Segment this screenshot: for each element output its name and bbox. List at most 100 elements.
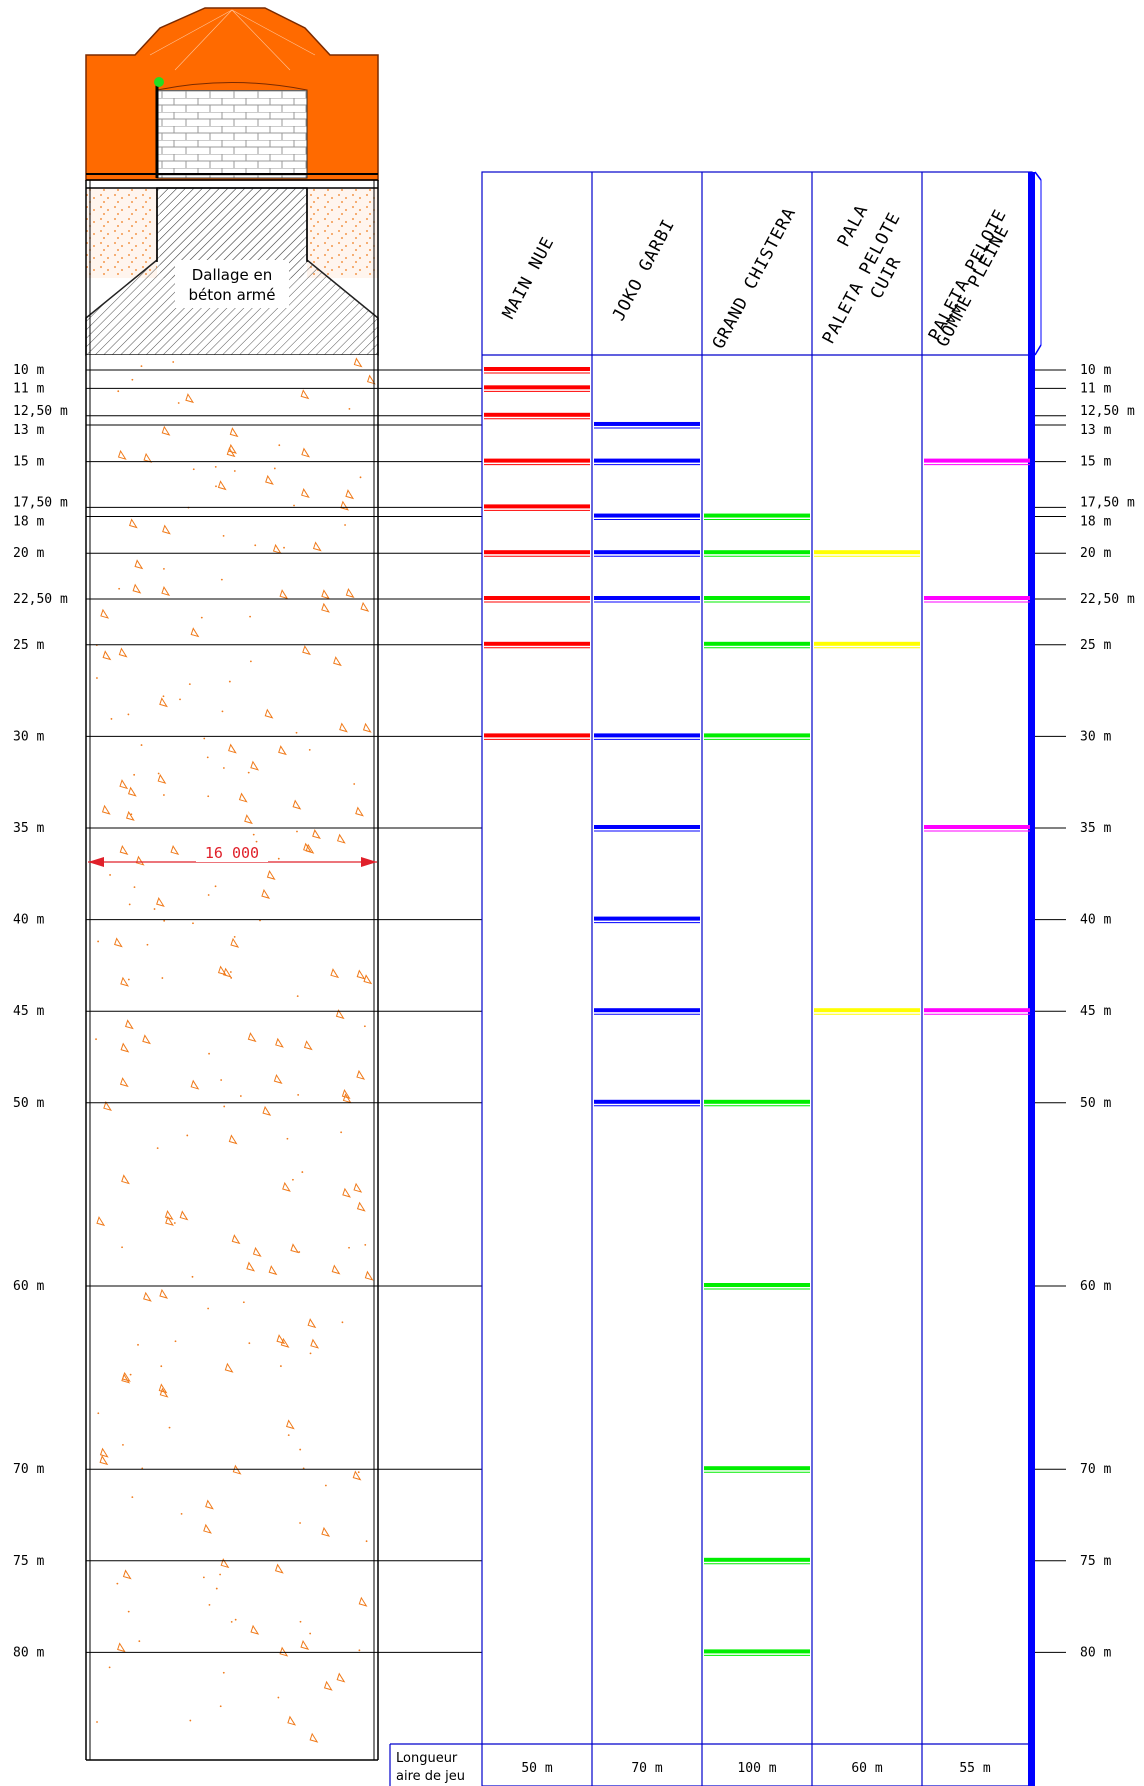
aggregate-dot [160,1365,163,1368]
main-nue-mark [484,385,590,390]
aggregate-mark [250,1624,260,1635]
aggregate-dot [161,977,164,979]
aggregate-dot [131,378,134,381]
aggregate-mark [310,1338,320,1349]
aggregate-dot [128,903,131,906]
distance-label-left: 45 m [13,1004,44,1019]
aggregate-mark [309,1732,319,1743]
aggregate-mark [159,1387,169,1398]
aggregate-dot [146,943,149,946]
aggregate-mark [119,1077,129,1088]
aggregate-dot [174,1340,177,1343]
aggregate-dot [207,1307,210,1310]
aggregate-dot [163,567,165,570]
distance-label-right: 11 m [1080,381,1111,396]
aggregate-mark [358,1596,368,1607]
aggregate-mark [159,1288,169,1299]
aggregate-mark [312,541,322,552]
aggregate-mark [345,489,355,500]
grand-chistera-mark [704,1557,810,1562]
aggregate-dot [249,660,252,663]
aggregate-dot [228,680,231,683]
main-nue-mark [484,641,590,646]
slab-caption-line1: Dallage en [192,266,273,284]
aggregate-mark [341,1088,351,1099]
distance-label-left: 50 m [13,1096,44,1111]
aggregate-mark [321,1526,331,1537]
aggregate-dot [278,444,281,447]
aggregate-dot [157,772,160,775]
distance-label-left: 13 m [13,423,44,438]
aggregate-dot [215,1587,218,1590]
aggregate-dot [222,534,225,537]
distance-label-left: 22,50 m [13,592,68,607]
aggregate-mark [280,1337,290,1348]
distance-label-right: 30 m [1080,729,1111,744]
aggregate-dot [220,578,223,581]
aggregate-dot [341,1321,344,1324]
aggregate-mark [336,1672,346,1683]
aggregate-dot [207,795,210,798]
aggregate-mark [285,1419,295,1430]
aggregate-dot [230,1621,233,1623]
aggregate-mark [356,1069,366,1080]
aggregate-mark [231,1234,241,1245]
grand-chistera-mark [704,1649,810,1654]
aggregate-mark [301,447,311,458]
joko-garbi-mark [594,1008,700,1013]
aggregate-mark [272,543,282,554]
distance-label-right: 70 m [1080,1462,1111,1477]
footer-label-line1: Longueur [396,1751,458,1766]
joko-garbi-mark [594,458,700,463]
distance-label-right: 75 m [1080,1554,1111,1569]
aggregate-mark [244,814,253,825]
distance-label-left: 80 m [13,1645,44,1660]
aggregate-mark [127,786,137,797]
aggregate-mark [121,1174,130,1185]
aggregate-mark [217,965,227,976]
aggregate-dot [202,1576,205,1579]
aggregate-mark [265,474,274,485]
marker-dot-icon [154,77,164,87]
distance-marks [484,367,1030,1656]
aggregate-dot [200,616,203,619]
distance-label-right: 25 m [1080,638,1111,653]
aggregate-mark [339,722,348,733]
floor-texture [95,357,376,1743]
length-main-nue: 50 m [521,1761,552,1776]
aggregate-dot [138,1640,141,1643]
aggregate-mark [364,1270,374,1281]
aggregate-dot [127,978,130,981]
paleta-gomme-mark [924,596,1030,600]
footer-row: Longueur aire de jeu 50 m 70 m 100 m 60 … [396,1751,991,1784]
aggregate-mark [246,1261,256,1272]
length-pala: 60 m [851,1761,882,1776]
aggregate-mark [203,1523,212,1534]
aggregate-dot [309,1352,312,1355]
aggregate-mark [165,1215,174,1226]
distance-label-right: 15 m [1080,455,1111,470]
game-type-table [389,171,1042,1786]
aggregate-dot [273,467,276,470]
aggregate-dot [109,874,111,876]
distance-label-right: 13 m [1080,423,1111,438]
aggregate-mark [117,449,127,460]
aggregate-dot [364,1243,367,1246]
aggregate-dot [248,1342,251,1345]
aggregate-mark [142,1034,151,1045]
aggregate-mark [100,608,110,619]
aggregate-mark [321,589,331,600]
aggregate-dot [296,995,299,998]
aggregate-mark [224,1362,234,1373]
aggregate-dot [179,698,181,701]
aggregate-mark [143,1291,152,1302]
grand-chistera-mark [704,596,810,600]
length-grand-chistera: 100 m [737,1761,776,1776]
aggregate-mark [103,1101,112,1112]
aggregate-dot [359,476,362,479]
aggregate-mark [156,896,165,908]
grand-chistera-mark [704,1283,810,1287]
aggregate-mark [303,1040,313,1051]
aggregate-mark [99,1455,109,1466]
